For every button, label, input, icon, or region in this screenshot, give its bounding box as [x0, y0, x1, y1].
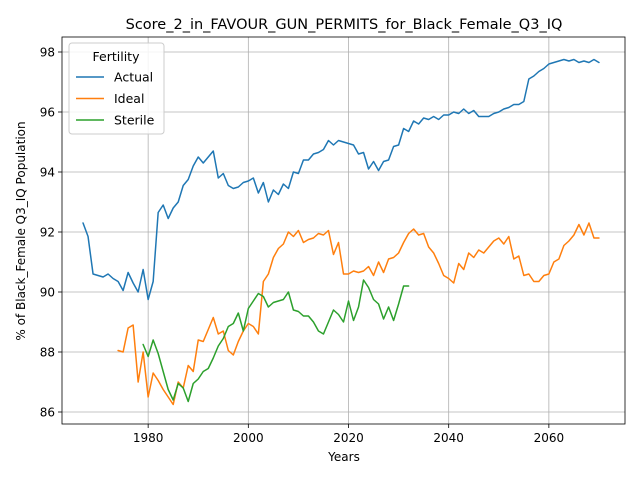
grid-lines — [62, 37, 625, 424]
y-tick-label-88: 88 — [40, 345, 55, 359]
y-tick-label-86: 86 — [40, 405, 55, 419]
series-lines — [82, 58, 600, 406]
x-tick-label-2060: 2060 — [534, 431, 565, 445]
chart-title: Score_2_in_FAVOUR_GUN_PERMITS_for_Black_… — [126, 17, 563, 33]
y-tick-label-96: 96 — [40, 105, 55, 119]
series-line-actual — [82, 58, 600, 301]
legend-label-actual: Actual — [114, 70, 153, 85]
axes: 1980 2000 2020 2040 2060 86 88 90 92 94 96 98 — [40, 36, 626, 445]
y-axis-label: % of Black_Female Q3_IQ Population — [14, 121, 28, 340]
series-line-sterile — [142, 279, 410, 403]
series-line-ideal — [117, 222, 600, 406]
x-axis-label: Years — [327, 450, 360, 464]
legend-label-sterile: Sterile — [114, 113, 155, 128]
y-tick-label-92: 92 — [40, 225, 55, 239]
legend-box — [68, 42, 165, 135]
x-tick-label-2000: 2000 — [233, 431, 264, 445]
x-tick-label-2040: 2040 — [433, 431, 464, 445]
legend: Fertility Actual Ideal Sterile — [68, 42, 165, 135]
y-tick-label-90: 90 — [40, 285, 55, 299]
x-tick-label-1980: 1980 — [133, 431, 164, 445]
x-tick-label-2020: 2020 — [333, 431, 364, 445]
y-tick-label-94: 94 — [40, 165, 55, 179]
y-tick-label-98: 98 — [40, 45, 55, 59]
legend-title: Fertility — [93, 49, 141, 64]
legend-label-ideal: Ideal — [114, 91, 144, 106]
plot-frame — [61, 36, 626, 425]
